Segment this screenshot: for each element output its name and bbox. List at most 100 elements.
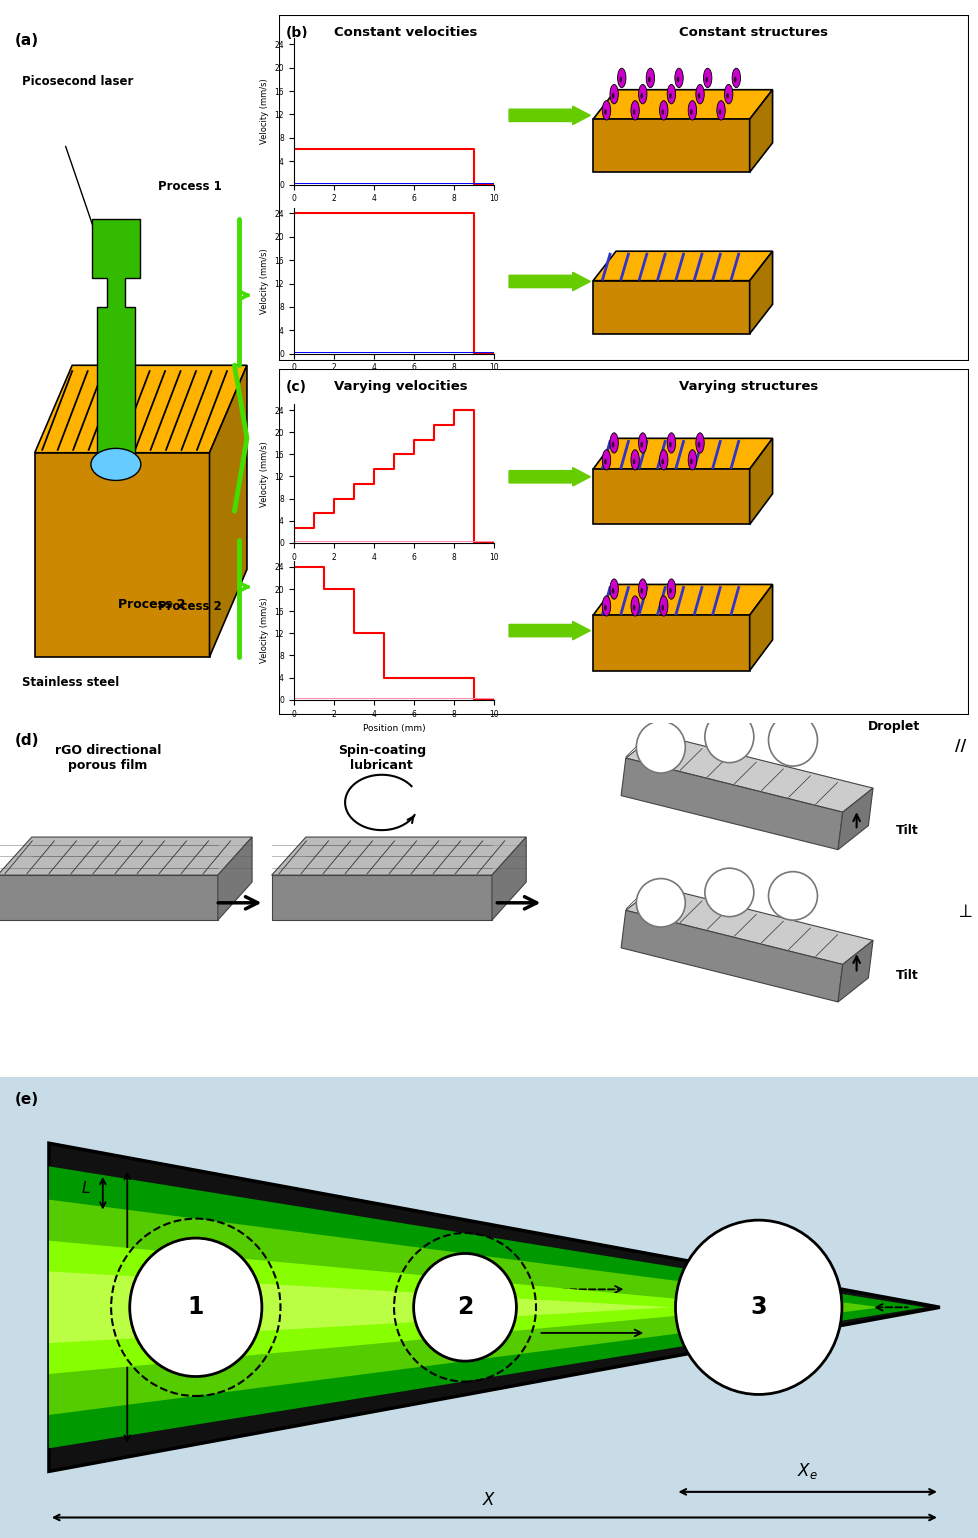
Polygon shape	[593, 615, 749, 671]
Ellipse shape	[704, 77, 707, 83]
Ellipse shape	[661, 604, 663, 611]
Text: (c): (c)	[286, 380, 307, 394]
Text: 2: 2	[457, 1295, 472, 1320]
Ellipse shape	[611, 441, 614, 448]
Polygon shape	[0, 837, 252, 875]
Ellipse shape	[632, 458, 635, 464]
Polygon shape	[620, 758, 842, 849]
Text: Tilt: Tilt	[895, 969, 917, 981]
Ellipse shape	[638, 578, 646, 600]
Ellipse shape	[640, 92, 643, 98]
Text: Spin-coating
lubricant: Spin-coating lubricant	[337, 744, 425, 772]
Polygon shape	[749, 438, 772, 524]
Ellipse shape	[734, 77, 735, 83]
Circle shape	[413, 1253, 516, 1361]
Y-axis label: Velocity (mm/s): Velocity (mm/s)	[259, 441, 269, 506]
Polygon shape	[620, 910, 842, 1001]
X-axis label: Position (mm): Position (mm)	[363, 724, 424, 734]
Ellipse shape	[630, 595, 639, 617]
Ellipse shape	[674, 68, 683, 88]
Ellipse shape	[603, 604, 606, 611]
Ellipse shape	[768, 714, 817, 766]
Ellipse shape	[697, 441, 699, 448]
Text: Process 2: Process 2	[157, 600, 221, 614]
Ellipse shape	[703, 68, 711, 88]
Ellipse shape	[695, 432, 703, 454]
Polygon shape	[35, 366, 246, 452]
Ellipse shape	[630, 100, 639, 120]
Ellipse shape	[724, 85, 733, 105]
Ellipse shape	[704, 867, 753, 917]
Polygon shape	[749, 89, 772, 172]
Ellipse shape	[647, 77, 650, 83]
Polygon shape	[593, 89, 772, 120]
Text: (a): (a)	[15, 32, 39, 48]
Circle shape	[129, 1238, 262, 1377]
Polygon shape	[49, 1272, 670, 1343]
Ellipse shape	[601, 595, 610, 617]
Text: (b): (b)	[286, 26, 308, 40]
Polygon shape	[749, 251, 772, 334]
Ellipse shape	[638, 432, 646, 454]
Ellipse shape	[640, 588, 643, 594]
Ellipse shape	[718, 109, 721, 115]
Y-axis label: Velocity (mm/s): Velocity (mm/s)	[259, 78, 269, 145]
Ellipse shape	[726, 92, 729, 98]
Ellipse shape	[640, 441, 643, 448]
Ellipse shape	[667, 578, 675, 600]
Text: Droplet: Droplet	[867, 720, 919, 732]
Ellipse shape	[661, 458, 663, 464]
Ellipse shape	[632, 604, 635, 611]
Polygon shape	[625, 886, 872, 964]
Polygon shape	[271, 837, 526, 875]
Polygon shape	[593, 120, 749, 172]
Text: $H$: $H$	[101, 1295, 114, 1310]
Polygon shape	[749, 584, 772, 671]
Ellipse shape	[638, 85, 646, 105]
Ellipse shape	[716, 100, 725, 120]
Ellipse shape	[659, 449, 667, 471]
Ellipse shape	[630, 449, 639, 471]
Ellipse shape	[619, 77, 621, 83]
Polygon shape	[271, 875, 492, 920]
Y-axis label: Velocity (mm/s): Velocity (mm/s)	[259, 248, 269, 314]
Ellipse shape	[697, 92, 699, 98]
Polygon shape	[49, 1143, 939, 1472]
Text: Tilt: Tilt	[895, 823, 917, 837]
X-axis label: Position (mm): Position (mm)	[363, 568, 424, 577]
Ellipse shape	[632, 109, 635, 115]
Text: Varying velocities: Varying velocities	[333, 380, 467, 392]
Ellipse shape	[603, 458, 606, 464]
Polygon shape	[49, 1241, 768, 1373]
Polygon shape	[0, 875, 217, 920]
Polygon shape	[49, 1166, 924, 1449]
Text: Stainless steel: Stainless steel	[22, 677, 119, 689]
Ellipse shape	[688, 100, 696, 120]
Ellipse shape	[668, 441, 671, 448]
Text: Process 1: Process 1	[157, 180, 221, 194]
Ellipse shape	[609, 85, 618, 105]
Y-axis label: Velocity (mm/s): Velocity (mm/s)	[259, 598, 269, 663]
X-axis label: Position (mm): Position (mm)	[363, 378, 424, 388]
Ellipse shape	[645, 68, 654, 88]
Ellipse shape	[695, 85, 703, 105]
Polygon shape	[837, 940, 872, 1001]
Text: 3: 3	[750, 1295, 766, 1320]
Polygon shape	[593, 280, 749, 334]
Ellipse shape	[667, 85, 675, 105]
Text: $X_e$: $X_e$	[796, 1461, 818, 1481]
Text: $X$: $X$	[482, 1490, 496, 1509]
Polygon shape	[837, 787, 872, 849]
Text: Process 2: Process 2	[118, 597, 185, 611]
Ellipse shape	[659, 100, 667, 120]
Polygon shape	[49, 1200, 880, 1415]
Polygon shape	[209, 366, 246, 657]
Ellipse shape	[611, 92, 614, 98]
Ellipse shape	[601, 100, 610, 120]
Ellipse shape	[668, 92, 671, 98]
Polygon shape	[492, 837, 526, 920]
Ellipse shape	[667, 432, 675, 454]
X-axis label: Position (mm): Position (mm)	[363, 209, 424, 218]
Text: (d): (d)	[15, 734, 39, 749]
Text: Constant velocities: Constant velocities	[333, 26, 477, 38]
